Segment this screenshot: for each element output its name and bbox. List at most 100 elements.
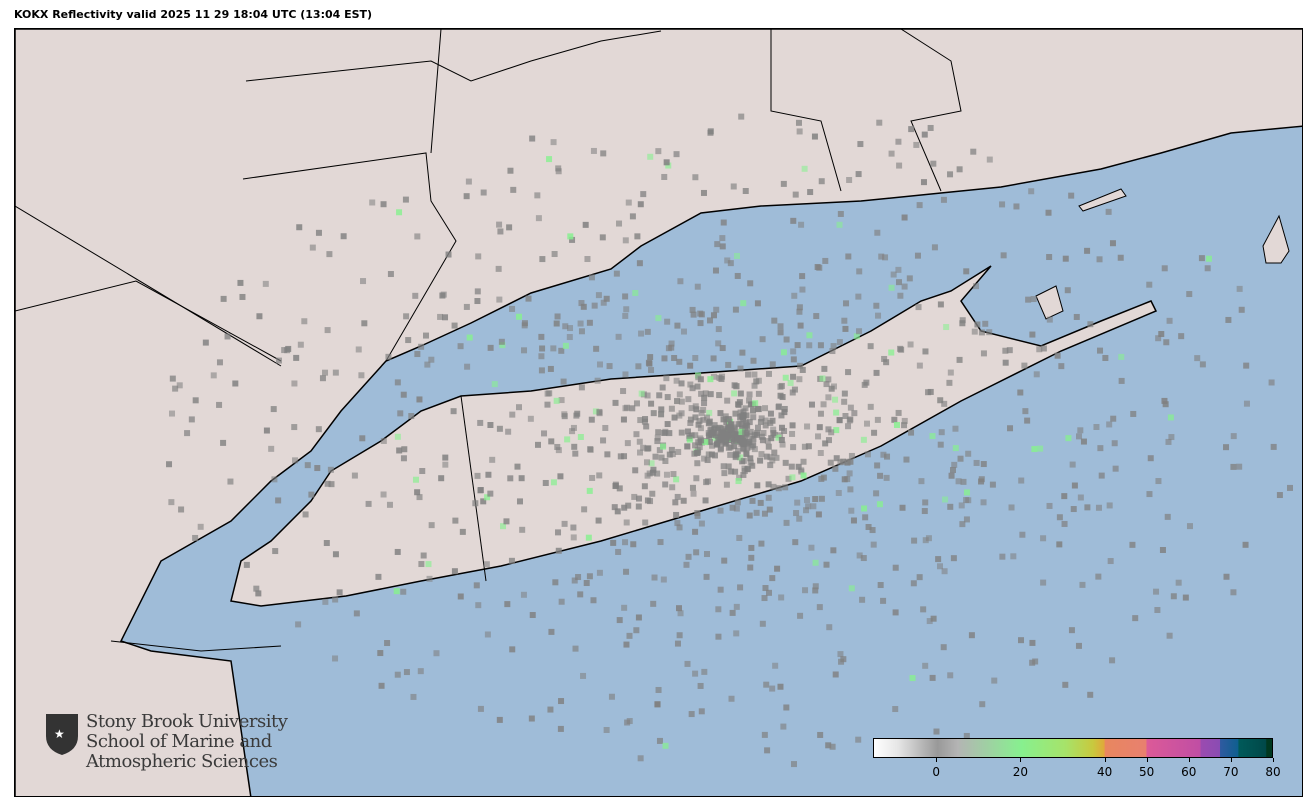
radar-pixel	[397, 410, 404, 417]
radar-pixel	[816, 424, 823, 431]
radar-pixel	[710, 373, 717, 380]
radar-pixel	[636, 495, 643, 502]
radar-pixel	[790, 444, 797, 451]
radar-pixel	[400, 391, 407, 398]
radar-pixel	[762, 422, 769, 429]
radar-pixel	[827, 459, 834, 466]
radar-pixel	[253, 585, 260, 592]
radar-pixel	[304, 462, 311, 469]
radar-pixel	[828, 429, 835, 436]
radar-pixel	[584, 256, 591, 263]
radar-pixel	[400, 588, 407, 595]
radar-pixel	[890, 271, 897, 278]
radar-pixel	[684, 660, 691, 667]
radar-pixel	[169, 410, 176, 417]
radar-pixel	[841, 317, 848, 324]
radar-pixel	[888, 284, 895, 291]
radar-pixel	[737, 436, 744, 443]
radar-pixel	[1069, 461, 1076, 468]
radar-pixel	[947, 369, 954, 376]
radar-pixel	[1093, 423, 1100, 430]
radar-pixel	[589, 474, 596, 481]
radar-pixel	[1159, 547, 1166, 554]
radar-pixel	[767, 462, 774, 469]
radar-pixel	[770, 426, 777, 433]
radar-pixel	[727, 427, 734, 434]
radar-pixel	[650, 466, 657, 473]
radar-pixel	[1236, 285, 1243, 292]
radar-pixel	[797, 612, 804, 619]
radar-pixel	[1118, 353, 1125, 360]
radar-pixel	[978, 329, 985, 336]
radar-pixel	[798, 221, 805, 228]
radar-pixel	[973, 459, 980, 466]
radar-pixel	[895, 409, 902, 416]
radar-pixel	[323, 540, 330, 547]
radar-pixel	[291, 380, 298, 387]
radar-pixel	[692, 432, 699, 439]
radar-pixel	[763, 681, 770, 688]
radar-pixel	[637, 755, 644, 762]
radar-pixel	[550, 479, 557, 486]
radar-pixel	[787, 379, 794, 386]
radar-pixel	[774, 565, 781, 572]
radar-pixel	[623, 519, 630, 526]
radar-pixel	[745, 371, 752, 378]
radar-pixel	[732, 426, 739, 433]
radar-pixel	[546, 390, 553, 397]
radar-pixel	[833, 427, 840, 434]
radar-pixel	[1146, 281, 1153, 288]
radar-pixel	[484, 494, 491, 501]
radar-pixel	[1084, 247, 1091, 254]
radar-pixel	[780, 180, 787, 187]
radar-pixel	[666, 451, 673, 458]
radar-pixel	[680, 328, 687, 335]
radar-pixel	[648, 367, 655, 374]
radar-pixel	[473, 582, 480, 589]
radar-pixel	[683, 561, 690, 568]
radar-pixel	[677, 278, 684, 285]
radar-pixel	[414, 351, 421, 358]
radar-pixel	[661, 173, 668, 180]
radar-pixel	[755, 405, 762, 412]
radar-pixel	[676, 358, 683, 365]
radar-pixel	[1054, 352, 1061, 359]
radar-pixel	[705, 451, 712, 458]
radar-pixel	[758, 540, 765, 547]
colorbar-tick-label: 80	[1265, 765, 1281, 779]
radar-pixel	[1071, 482, 1078, 489]
radar-pixel	[833, 455, 840, 462]
radar-pixel	[525, 295, 532, 302]
radar-pixel	[166, 461, 173, 468]
map-canvas	[15, 29, 1302, 796]
radar-pixel	[937, 441, 944, 448]
radar-pixel	[708, 451, 715, 458]
radar-pixel	[855, 293, 862, 300]
radar-pixel	[770, 430, 777, 437]
radar-pixel	[746, 397, 753, 404]
radar-pixel	[766, 506, 773, 513]
radar-pixel	[197, 523, 204, 530]
radar-pixel	[631, 493, 638, 500]
radar-pixel	[897, 345, 904, 352]
radar-pixel	[324, 480, 331, 487]
radar-pixel	[760, 430, 767, 437]
radar-pixel	[656, 737, 663, 744]
radar-pixel	[566, 334, 573, 341]
radar-pixel	[178, 506, 185, 513]
radar-pixel	[377, 650, 384, 657]
radar-pixel	[582, 221, 589, 228]
radar-pixel	[841, 390, 848, 397]
radar-pixel	[635, 503, 642, 510]
radar-pixel	[1087, 691, 1094, 698]
radar-pixel	[694, 283, 701, 290]
radar-pixel	[1056, 541, 1063, 548]
radar-pixel	[538, 333, 545, 340]
radar-pixel	[483, 561, 490, 568]
radar-pixel	[506, 224, 513, 231]
radar-pixel	[875, 312, 882, 319]
radar-pixel	[656, 447, 663, 454]
radar-pixel	[188, 416, 195, 423]
radar-pixel	[832, 671, 839, 678]
radar-pixel	[660, 443, 667, 450]
